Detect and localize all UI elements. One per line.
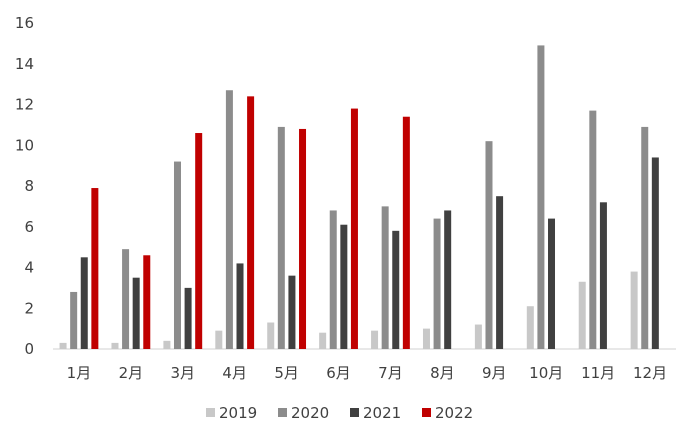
bar-2020-1: 1月 2020: 2.8 (70, 291, 78, 349)
bar-2022-3: 3月 2022: 10.6 (195, 133, 203, 349)
bar-2021-2: 2月 2021: 3.5 (132, 277, 140, 349)
legend-swatch-2022 (422, 408, 431, 417)
bar-2019-10: 10月 2019: 2.1 (526, 306, 534, 349)
bar-2021-12: 12月 2021: 9.4 (651, 157, 659, 349)
y-tick-label: 14 (15, 55, 34, 73)
bar-2021-5: 5月 2021: 3.6 (288, 275, 296, 349)
bar-2020-2: 2月 2020: 4.9 (122, 249, 130, 349)
y-axis-ticks: 0 2 4 6 8 10 12 14 16 (15, 14, 34, 358)
bar-2021-4: 4月 2021: 4.2 (236, 263, 244, 349)
bar-2022-7: 7月 2022: 11.4 (402, 116, 410, 349)
bar-2019-9: 9月 2019: 1.2 (474, 324, 482, 349)
x-tick-label: 12月 (633, 364, 667, 382)
bar-2021-6: 6月 2021: 6.1 (340, 224, 348, 349)
bars: 1月 2019: 0.31月 2020: 2.81月 2021: 4.51月 2… (59, 45, 659, 350)
x-tick-label: 3月 (171, 364, 196, 382)
legend-swatch-2019 (206, 408, 215, 417)
bar-2020-12: 12月 2020: 10.9 (641, 126, 649, 349)
bar-2022-5: 5月 2022: 10.8 (299, 128, 307, 349)
bar-2019-5: 5月 2019: 1.3 (267, 322, 275, 349)
x-tick-label: 10月 (529, 364, 563, 382)
bar-2020-7: 7月 2020: 7 (381, 206, 389, 349)
bar-2021-9: 9月 2021: 7.5 (496, 196, 504, 349)
y-tick-label: 0 (24, 340, 34, 358)
x-tick-label: 1月 (67, 364, 92, 382)
bar-2019-8: 8月 2019: 1 (422, 328, 430, 349)
x-tick-label: 8月 (430, 364, 455, 382)
bar-2019-4: 4月 2019: 0.9 (215, 330, 223, 349)
bar-2020-3: 3月 2020: 9.2 (173, 161, 181, 349)
bar-2022-6: 6月 2022: 11.8 (350, 108, 358, 349)
bar-2020-4: 4月 2020: 12.7 (225, 90, 233, 350)
y-tick-label: 8 (24, 177, 34, 195)
x-tick-label: 9月 (482, 364, 507, 382)
x-tick-label: 2月 (119, 364, 144, 382)
bar-2019-3: 3月 2019: 0.4 (163, 340, 171, 349)
bar-2019-1: 1月 2019: 0.3 (59, 342, 67, 349)
bar-2021-8: 8月 2021: 6.8 (444, 210, 452, 349)
x-tick-label: 11月 (581, 364, 615, 382)
x-tick-label: 6月 (326, 364, 351, 382)
bar-2021-7: 7月 2021: 5.8 (392, 230, 400, 349)
y-tick-label: 4 (24, 259, 34, 277)
y-tick-label: 16 (15, 14, 34, 32)
legend-swatch-2021 (350, 408, 359, 417)
bar-2020-6: 6月 2020: 6.8 (329, 210, 337, 349)
bar-2020-5: 5月 2020: 10.9 (277, 126, 285, 349)
bar-2021-10: 10月 2021: 6.4 (548, 218, 556, 349)
legend-label: 2022 (435, 404, 473, 422)
bar-2019-11: 11月 2019: 3.3 (578, 281, 586, 349)
bar-2022-4: 4月 2022: 12.4 (247, 96, 255, 349)
legend-label: 2019 (219, 404, 257, 422)
bar-2021-1: 1月 2021: 4.5 (80, 257, 88, 349)
legend-label: 2021 (363, 404, 401, 422)
legend: 2019 2020 2021 2022 (206, 404, 473, 422)
bar-2021-3: 3月 2021: 3 (184, 287, 192, 349)
x-axis-ticks: 1月 2月 3月 4月 5月 6月 7月 8月 9月 10月 11月 12月 (67, 364, 667, 382)
bar-2020-10: 10月 2020: 14.9 (537, 45, 545, 349)
bar-2020-8: 8月 2020: 6.4 (433, 218, 441, 349)
x-tick-label: 4月 (222, 364, 247, 382)
y-tick-label: 6 (24, 218, 34, 236)
y-tick-label: 10 (15, 136, 34, 154)
legend-swatch-2020 (278, 408, 287, 417)
bar-2022-2: 2月 2022: 4.6 (143, 255, 151, 349)
y-tick-label: 12 (15, 96, 34, 114)
bar-2022-1: 1月 2022: 7.9 (91, 188, 99, 349)
legend-label: 2020 (291, 404, 329, 422)
x-tick-label: 5月 (274, 364, 299, 382)
bar-2019-12: 12月 2019: 3.8 (630, 271, 638, 349)
bar-2020-9: 9月 2020: 10.2 (485, 141, 493, 349)
x-tick-label: 7月 (378, 364, 403, 382)
y-tick-label: 2 (24, 299, 34, 317)
bar-2019-7: 7月 2019: 0.9 (371, 330, 379, 349)
bar-2021-11: 11月 2021: 7.2 (599, 202, 607, 349)
bar-2020-11: 11月 2020: 11.7 (589, 110, 597, 349)
bar-2019-2: 2月 2019: 0.3 (111, 342, 119, 349)
bar-2019-6: 6月 2019: 0.8 (319, 332, 327, 349)
